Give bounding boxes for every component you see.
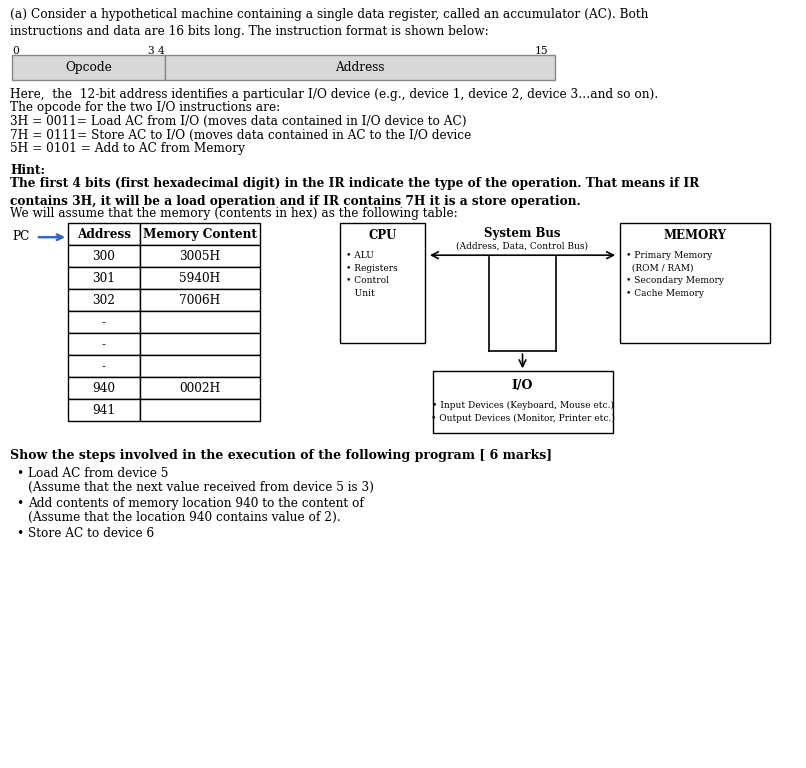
- Text: I/O: I/O: [512, 379, 534, 392]
- Text: 0002H: 0002H: [180, 382, 221, 395]
- Text: Hint:: Hint:: [10, 164, 45, 177]
- Text: (a) Consider a hypothetical machine containing a single data register, called an: (a) Consider a hypothetical machine cont…: [10, 8, 648, 38]
- Text: Add contents of memory location 940 to the content of: Add contents of memory location 940 to t…: [28, 497, 364, 510]
- Bar: [140, 355, 260, 377]
- Text: • Primary Memory
  (ROM / RAM)
• Secondary Memory
• Cache Memory: • Primary Memory (ROM / RAM) • Secondary…: [626, 251, 724, 298]
- Bar: [433, 371, 613, 433]
- Bar: [68, 267, 140, 290]
- Bar: [140, 245, 260, 267]
- Text: • Input Devices (Keyboard, Mouse etc.)
• Output Devices (Monitor, Printer etc.): • Input Devices (Keyboard, Mouse etc.) •…: [430, 401, 614, 423]
- Text: •: •: [16, 467, 23, 480]
- Text: The opcode for the two I/O instructions are:: The opcode for the two I/O instructions …: [10, 101, 280, 114]
- Bar: [68, 399, 140, 421]
- Text: -: -: [102, 359, 106, 372]
- Bar: [140, 377, 260, 399]
- Bar: [165, 55, 555, 80]
- Text: 7006H: 7006H: [180, 293, 221, 306]
- Text: 301: 301: [93, 272, 115, 285]
- Text: PC: PC: [12, 230, 29, 243]
- Text: Show the steps involved in the execution of the following program [ 6 marks]: Show the steps involved in the execution…: [10, 449, 552, 462]
- Text: Opcode: Opcode: [65, 61, 112, 74]
- Text: Memory Content: Memory Content: [143, 227, 257, 240]
- Bar: [68, 245, 140, 267]
- Bar: [68, 377, 140, 399]
- Text: (Address, Data, Control Bus): (Address, Data, Control Bus): [456, 242, 588, 250]
- Text: We will assume that the memory (contents in hex) as the following table:: We will assume that the memory (contents…: [10, 207, 458, 220]
- Text: Here,  the  12-bit address identifies a particular I/O device (e.g., device 1, d: Here, the 12-bit address identifies a pa…: [10, 88, 659, 101]
- Text: -: -: [102, 338, 106, 351]
- Text: CPU: CPU: [368, 229, 397, 242]
- Text: Store AC to device 6: Store AC to device 6: [28, 527, 154, 540]
- Bar: [68, 223, 140, 245]
- Bar: [12, 55, 165, 80]
- Text: 300: 300: [93, 250, 115, 263]
- Bar: [140, 333, 260, 355]
- Text: 3H = 0011= Load AC from I/O (moves data contained in I/O device to AC): 3H = 0011= Load AC from I/O (moves data …: [10, 115, 467, 128]
- Bar: [68, 290, 140, 311]
- Text: Address: Address: [335, 61, 384, 74]
- Bar: [620, 223, 770, 343]
- Text: The first 4 bits (first hexadecimal digit) in the IR indicate the type of the op: The first 4 bits (first hexadecimal digi…: [10, 177, 700, 207]
- Text: •: •: [16, 497, 23, 510]
- Bar: [68, 311, 140, 333]
- Bar: [140, 311, 260, 333]
- Bar: [140, 399, 260, 421]
- Text: 5H = 0101 = Add to AC from Memory: 5H = 0101 = Add to AC from Memory: [10, 142, 245, 155]
- Bar: [140, 267, 260, 290]
- Text: •: •: [16, 527, 23, 540]
- Bar: [340, 223, 425, 343]
- Text: MEMORY: MEMORY: [663, 229, 726, 242]
- Text: 5940H: 5940H: [180, 272, 221, 285]
- Text: 302: 302: [93, 293, 115, 306]
- Text: 3 4: 3 4: [148, 46, 164, 56]
- Text: 3005H: 3005H: [180, 250, 221, 263]
- Text: 15: 15: [535, 46, 549, 56]
- Bar: [68, 355, 140, 377]
- Text: (Assume that the location 940 contains value of 2).: (Assume that the location 940 contains v…: [28, 511, 341, 524]
- Text: 940: 940: [93, 382, 115, 395]
- Text: Load AC from device 5: Load AC from device 5: [28, 467, 168, 480]
- Text: Address: Address: [77, 227, 131, 240]
- Text: 0: 0: [12, 46, 19, 56]
- Bar: [140, 290, 260, 311]
- Text: (Assume that the next value received from device 5 is 3): (Assume that the next value received fro…: [28, 481, 374, 494]
- Bar: [68, 333, 140, 355]
- Bar: [140, 223, 260, 245]
- Text: • ALU
• Registers
• Control
   Unit: • ALU • Registers • Control Unit: [346, 251, 397, 298]
- Text: -: -: [102, 316, 106, 329]
- Text: 941: 941: [93, 404, 115, 417]
- Text: 7H = 0111= Store AC to I/O (moves data contained in AC to the I/O device: 7H = 0111= Store AC to I/O (moves data c…: [10, 128, 472, 141]
- Text: System Bus: System Bus: [484, 227, 561, 240]
